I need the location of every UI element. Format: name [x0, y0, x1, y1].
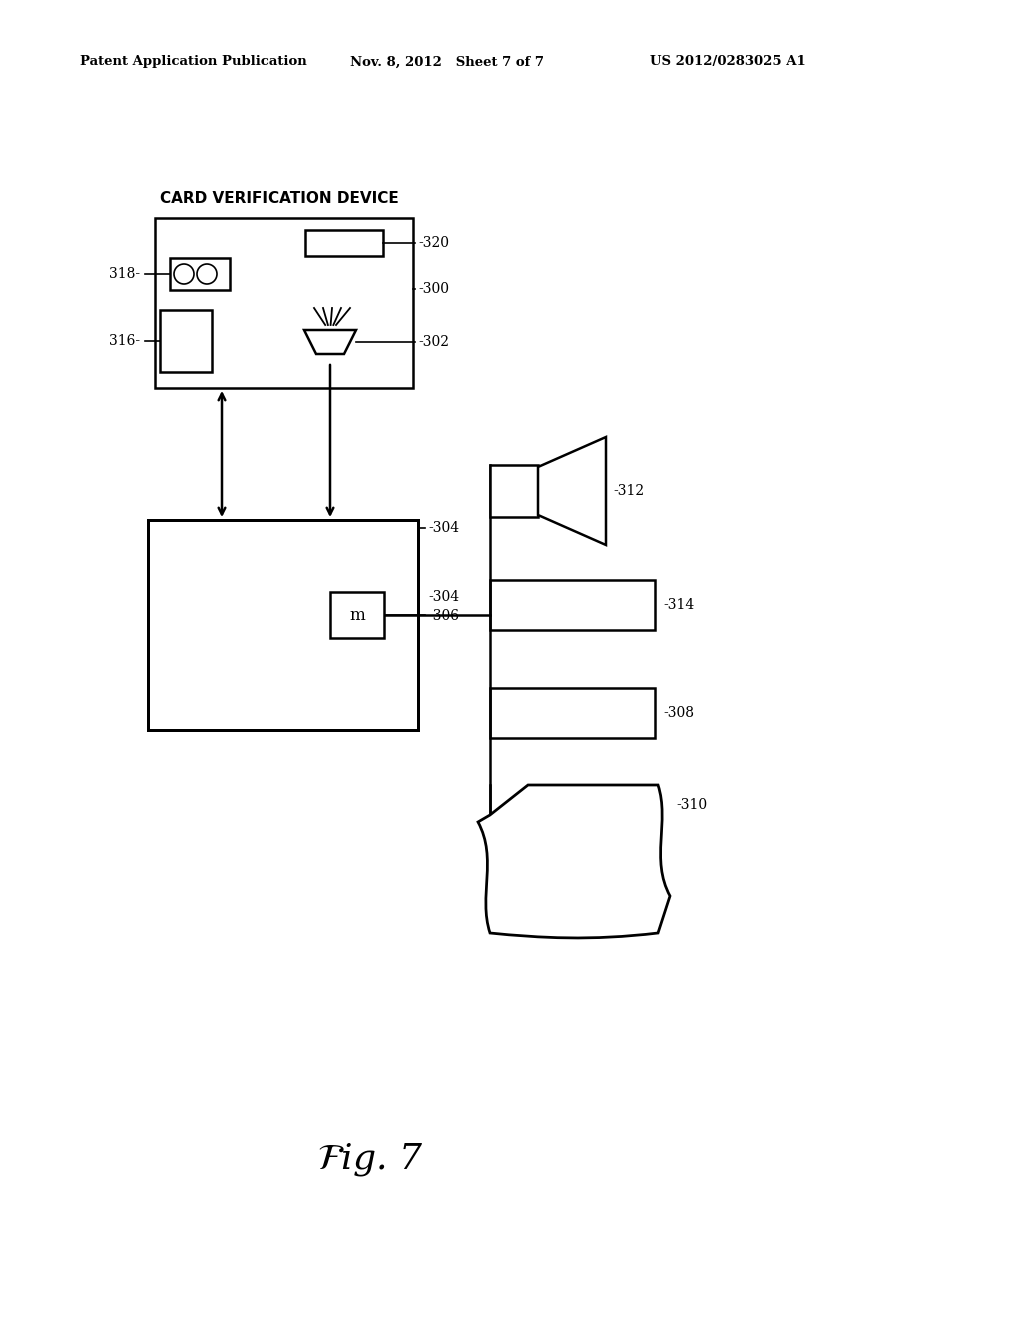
PathPatch shape [478, 785, 670, 939]
Bar [490, 688, 655, 738]
Polygon shape [538, 437, 606, 545]
Text: -302: -302 [418, 335, 449, 348]
Text: 316-: 316- [109, 334, 140, 348]
Text: -314: -314 [663, 598, 694, 612]
Text: -300: -300 [418, 282, 449, 297]
Circle shape [197, 264, 217, 284]
Text: -320: -320 [418, 236, 449, 249]
Bar [155, 218, 413, 388]
Text: -304: -304 [428, 521, 459, 535]
Text: -304: -304 [428, 590, 459, 605]
Text: -308: -308 [663, 706, 694, 719]
Bar [160, 310, 212, 372]
Text: Patent Application Publication: Patent Application Publication [80, 55, 307, 69]
Circle shape [174, 264, 194, 284]
Bar [330, 591, 384, 638]
Text: US 2012/0283025 A1: US 2012/0283025 A1 [650, 55, 806, 69]
Text: 318-: 318- [109, 267, 140, 281]
Text: -306: -306 [428, 609, 459, 623]
Bar [148, 520, 418, 730]
Bar [170, 257, 230, 290]
Text: -310: -310 [676, 799, 708, 812]
Bar [490, 465, 538, 517]
Text: m: m [349, 606, 365, 623]
Polygon shape [304, 330, 356, 354]
Bar [490, 579, 655, 630]
Text: Nov. 8, 2012   Sheet 7 of 7: Nov. 8, 2012 Sheet 7 of 7 [350, 55, 544, 69]
Bar [305, 230, 383, 256]
Text: $\mathcal{F}$ig. 7: $\mathcal{F}$ig. 7 [317, 1142, 423, 1179]
Text: CARD VERIFICATION DEVICE: CARD VERIFICATION DEVICE [160, 191, 398, 206]
Text: -312: -312 [613, 484, 644, 498]
